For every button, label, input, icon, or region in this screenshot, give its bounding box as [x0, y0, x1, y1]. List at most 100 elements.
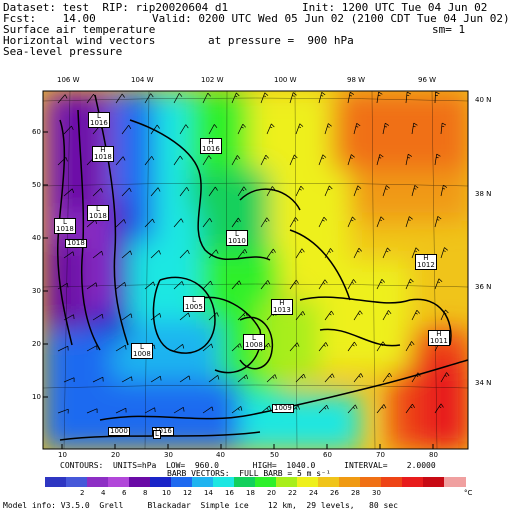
colorbar-swatch [360, 477, 382, 487]
colorbar-label: 2 [80, 489, 85, 497]
wind-barb [144, 93, 154, 104]
wind-barb [376, 216, 385, 228]
y-tick-label: 60 [32, 128, 41, 136]
wind-barb [289, 154, 298, 166]
axis-ticks [43, 131, 434, 449]
wind-barb [266, 186, 276, 197]
x-tick-label: 10 [58, 451, 67, 459]
pressure-center-label: L 1018 [54, 218, 76, 234]
pressure-center-value: 1005 [185, 303, 203, 311]
wind-barb [266, 248, 276, 259]
colorbar-swatch [213, 477, 235, 487]
wind-barb [324, 310, 334, 321]
lon-label: 96 W [418, 76, 437, 84]
wind-barb [208, 249, 219, 259]
wind-barb [295, 311, 306, 321]
wind-barb [173, 344, 185, 352]
wind-barb [202, 92, 211, 104]
colorbar-swatch [192, 477, 214, 487]
colorbar-swatch [234, 477, 256, 487]
colorbar-swatch [276, 477, 298, 487]
wind-barb [150, 250, 161, 259]
wind-barb [231, 280, 242, 290]
colorbar-label: 18 [246, 489, 255, 497]
wind-barb [347, 279, 357, 290]
temperature-field [43, 91, 468, 449]
x-tick-label: 70 [376, 451, 385, 459]
wind-barb [434, 153, 441, 166]
wind-barb [231, 217, 241, 228]
wind-barb [237, 249, 248, 259]
wind-barb [173, 281, 184, 290]
wind-barb [376, 91, 383, 104]
wind-barb [231, 406, 243, 414]
wind-barb [382, 185, 390, 197]
wind-barb [411, 185, 419, 197]
wind-barb [150, 124, 160, 135]
wind-barb [440, 122, 447, 135]
colorbar-swatch [381, 477, 403, 487]
wind-barb [376, 341, 386, 352]
wind-barb [144, 218, 155, 228]
wind-barb [289, 92, 297, 104]
lon-label: 102 W [201, 76, 224, 84]
wind-barb [202, 280, 213, 290]
colorbar-label: 28 [351, 489, 360, 497]
wind-barb [318, 342, 329, 352]
wind-barb [353, 310, 363, 321]
colorbar-label: 8 [143, 489, 148, 497]
x-tick-label: 50 [270, 451, 279, 459]
x-tick-label: 30 [164, 451, 173, 459]
wind-barb [434, 278, 443, 290]
wind-barb [121, 187, 132, 197]
field-label-temperature: Surface air temperature [3, 23, 156, 36]
wind-barb [173, 407, 185, 414]
wind-barb [202, 406, 214, 414]
pressure-center-symbol: L [251, 334, 256, 342]
wind-barb [237, 186, 247, 197]
pressure-center-value: 1000 [110, 427, 128, 435]
wind-barb [57, 282, 69, 290]
wind-barb [202, 218, 213, 228]
pressure-center-value: 1011 [430, 337, 448, 345]
wind-barb [202, 155, 212, 166]
pressure-center-value: 1018 [89, 212, 107, 220]
map-grid [42, 90, 469, 450]
pressure-center-value: 1008 [245, 341, 263, 349]
pressure-center-label: H 1012 [415, 254, 437, 270]
wind-barb [382, 122, 389, 135]
colorbar-swatch [423, 477, 445, 487]
wind-barb [318, 216, 328, 228]
pressure-center-value: 1010 [228, 237, 246, 245]
colorbar-swatch [129, 477, 151, 487]
wind-barb [208, 312, 219, 321]
wind-barb [382, 372, 392, 383]
wind-barb [266, 374, 277, 383]
model-info: Model info: V3.5.0 Grell Blackadar Simpl… [3, 501, 398, 510]
lat-label: 40 N [475, 96, 492, 104]
colorbar-label: 10 [162, 489, 171, 497]
wind-barb [324, 185, 333, 197]
wind-barb [179, 375, 191, 383]
wind-barb [115, 93, 125, 104]
wind-barb [347, 341, 357, 352]
pressure-center-label: H 1011 [428, 330, 450, 346]
pressure-center-label: H 1013 [271, 299, 293, 315]
wind-barb [347, 216, 356, 228]
colorbar-label: 4 [101, 489, 106, 497]
wind-barb [260, 217, 270, 228]
wind-barb [266, 123, 275, 135]
wind-barb [237, 123, 246, 135]
pressure-center-symbol: L [96, 112, 101, 120]
wind-barb [440, 184, 448, 197]
wind-barb [231, 343, 242, 352]
y-tick-label: 20 [32, 340, 41, 348]
colorbar-unit: °C [464, 489, 473, 497]
pressure-center-label: 1009 [272, 404, 294, 413]
smoothing-label: sm= 1 [432, 23, 466, 36]
lat-label: 34 N [475, 379, 492, 387]
pressure-center-label: L 1008 [131, 343, 153, 359]
wind-barb [411, 122, 418, 135]
lat-label: 38 N [475, 190, 492, 198]
colorbar-label: 16 [225, 489, 234, 497]
